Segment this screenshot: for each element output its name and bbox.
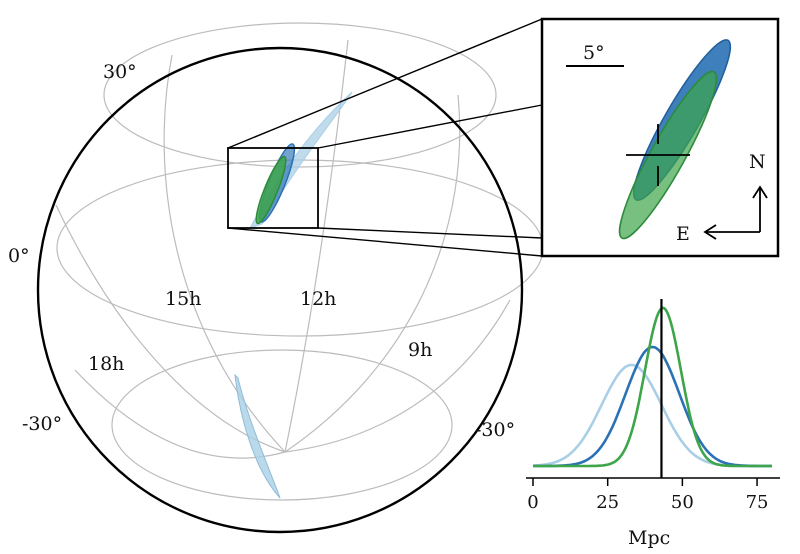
compass-north-label: N [749,151,766,173]
chart-series-line [533,306,772,468]
ra-label-18h: 18h [88,353,124,375]
chart-tick-label: 50 [671,492,694,513]
graticule-line [284,299,511,453]
ra-label-15h: 15h [165,288,201,310]
zoom-connector [227,227,543,257]
dec-label-bottom-right: -30° [475,419,515,441]
chart-tick-label: 0 [527,492,538,513]
sky-globe: 30° 0° -30° -30° 18h 15h 12h 9h [8,18,544,534]
chart-series [532,306,772,468]
dec-label-bottom-left: -30° [22,413,62,435]
ra-label-12h: 12h [300,288,336,310]
zoom-box [227,147,319,229]
zoom-connector [317,104,543,149]
compass-east-label: E [676,223,690,245]
southern-arc-light-blue [234,373,281,499]
dec-label-left: 0° [8,245,30,267]
chart-ticks: 0 25 50 75 [527,478,769,513]
globe-outline [36,46,524,534]
compass-north-arrowhead [752,185,768,199]
compass-arrows [703,185,768,240]
zoom-connector [227,18,543,149]
graticule-line [284,94,461,453]
chart-tick-label: 75 [746,492,769,513]
scale-bar-label: 5° [583,42,605,64]
ra-label-9h: 9h [408,339,432,361]
graticule-line [163,54,286,453]
localization-ellipse-green [255,155,287,225]
graticule-line [55,204,286,453]
chart-series-line [532,363,772,468]
graticule-line [111,349,453,501]
graticule [55,22,544,501]
chart-series-line [533,345,772,468]
graticule-line [284,39,349,453]
distance-chart: 0 25 50 75 Mpc [526,299,780,549]
graticule-line [103,22,497,168]
zoom-inset: 5° N E [540,17,780,258]
dec-label-top: 30° [103,61,137,83]
chart-x-label: Mpc [628,527,670,549]
compass-east-arrowhead [703,224,717,240]
zoom-connector [317,227,543,239]
chart-tick-label: 25 [596,492,619,513]
